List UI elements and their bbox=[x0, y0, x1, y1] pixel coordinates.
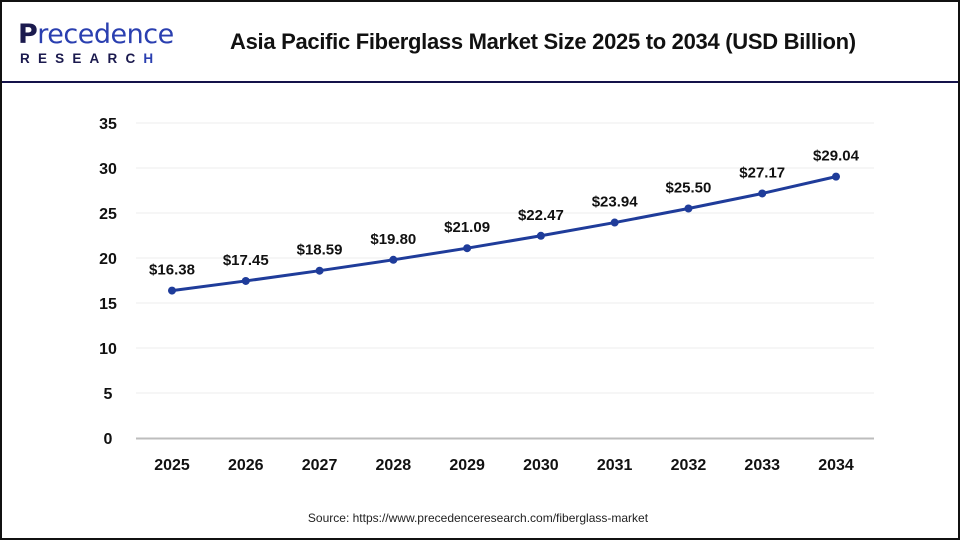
x-tick-label: 2029 bbox=[449, 457, 485, 474]
data-labels: $16.38 $17.45 $18.59 $19.80 $21.09 $22.47 $23.… bbox=[149, 148, 860, 279]
gridlines bbox=[136, 122, 874, 394]
data-label: $21.09 bbox=[444, 219, 490, 236]
chart-title: Asia Pacific Fiberglass Market Size 2025… bbox=[230, 29, 856, 54]
logo-wordmark-rest: recedence bbox=[37, 19, 174, 50]
data-label: $23.94 bbox=[592, 194, 639, 211]
y-tick-label: 5 bbox=[104, 386, 113, 403]
y-tick-label: 0 bbox=[104, 431, 113, 448]
data-label: $16.38 bbox=[149, 262, 195, 279]
data-point-marker bbox=[832, 172, 840, 181]
data-point-marker bbox=[610, 218, 619, 227]
data-point-marker bbox=[241, 276, 250, 285]
y-tick-label: 15 bbox=[99, 296, 117, 313]
x-tick-label: 2025 bbox=[154, 457, 190, 474]
data-label: $22.47 bbox=[518, 207, 564, 224]
data-point-marker bbox=[315, 266, 324, 275]
data-label: $19.80 bbox=[370, 231, 416, 248]
data-point-marker bbox=[536, 231, 545, 240]
data-label: $17.45 bbox=[223, 252, 269, 269]
y-tick-label: 10 bbox=[99, 341, 117, 358]
x-tick-label: 2030 bbox=[523, 457, 559, 474]
data-series bbox=[168, 172, 840, 295]
x-tick-label: 2026 bbox=[228, 457, 264, 474]
x-axis: 2025 2026 2027 2028 2029 2030 2031 2032 2033 2034 bbox=[136, 437, 874, 474]
data-point-marker bbox=[758, 189, 767, 198]
y-tick-label: 25 bbox=[99, 206, 117, 223]
data-label: $18.59 bbox=[297, 242, 343, 259]
y-tick-label: 20 bbox=[99, 251, 117, 268]
logo-initial: P bbox=[18, 19, 38, 50]
data-point-marker bbox=[684, 204, 693, 213]
y-axis: 0 5 10 15 20 25 30 35 bbox=[99, 116, 117, 448]
x-tick-label: 2032 bbox=[671, 457, 707, 474]
data-point-marker bbox=[168, 286, 176, 295]
data-label: $29.04 bbox=[813, 148, 860, 165]
x-tick-label: 2034 bbox=[818, 457, 854, 474]
x-tick-label: 2033 bbox=[744, 457, 780, 474]
data-label: $25.50 bbox=[665, 180, 711, 197]
precedence-research-logo: Precedence RESEARCH bbox=[18, 20, 174, 68]
x-tick-label: 2027 bbox=[302, 457, 338, 474]
y-tick-label: 35 bbox=[99, 116, 117, 133]
source-citation: Source: https://www.precedenceresearch.c… bbox=[307, 511, 649, 525]
data-point-marker bbox=[463, 244, 472, 253]
logo-subtitle-main: RESEARC bbox=[20, 51, 144, 66]
data-point-marker bbox=[389, 255, 398, 264]
series-line bbox=[171, 175, 837, 293]
logo-subtitle: RESEARCH bbox=[20, 51, 161, 66]
header: Precedence RESEARCH Asia Pacific Fibergl… bbox=[2, 2, 958, 81]
data-label: $27.17 bbox=[739, 164, 785, 181]
header-divider bbox=[2, 81, 958, 83]
x-tick-label: 2028 bbox=[376, 457, 412, 474]
logo-subtitle-last: H bbox=[143, 51, 162, 66]
logo-wordmark: Precedence bbox=[18, 20, 174, 50]
y-tick-label: 30 bbox=[99, 161, 117, 178]
x-tick-label: 2031 bbox=[597, 457, 633, 474]
